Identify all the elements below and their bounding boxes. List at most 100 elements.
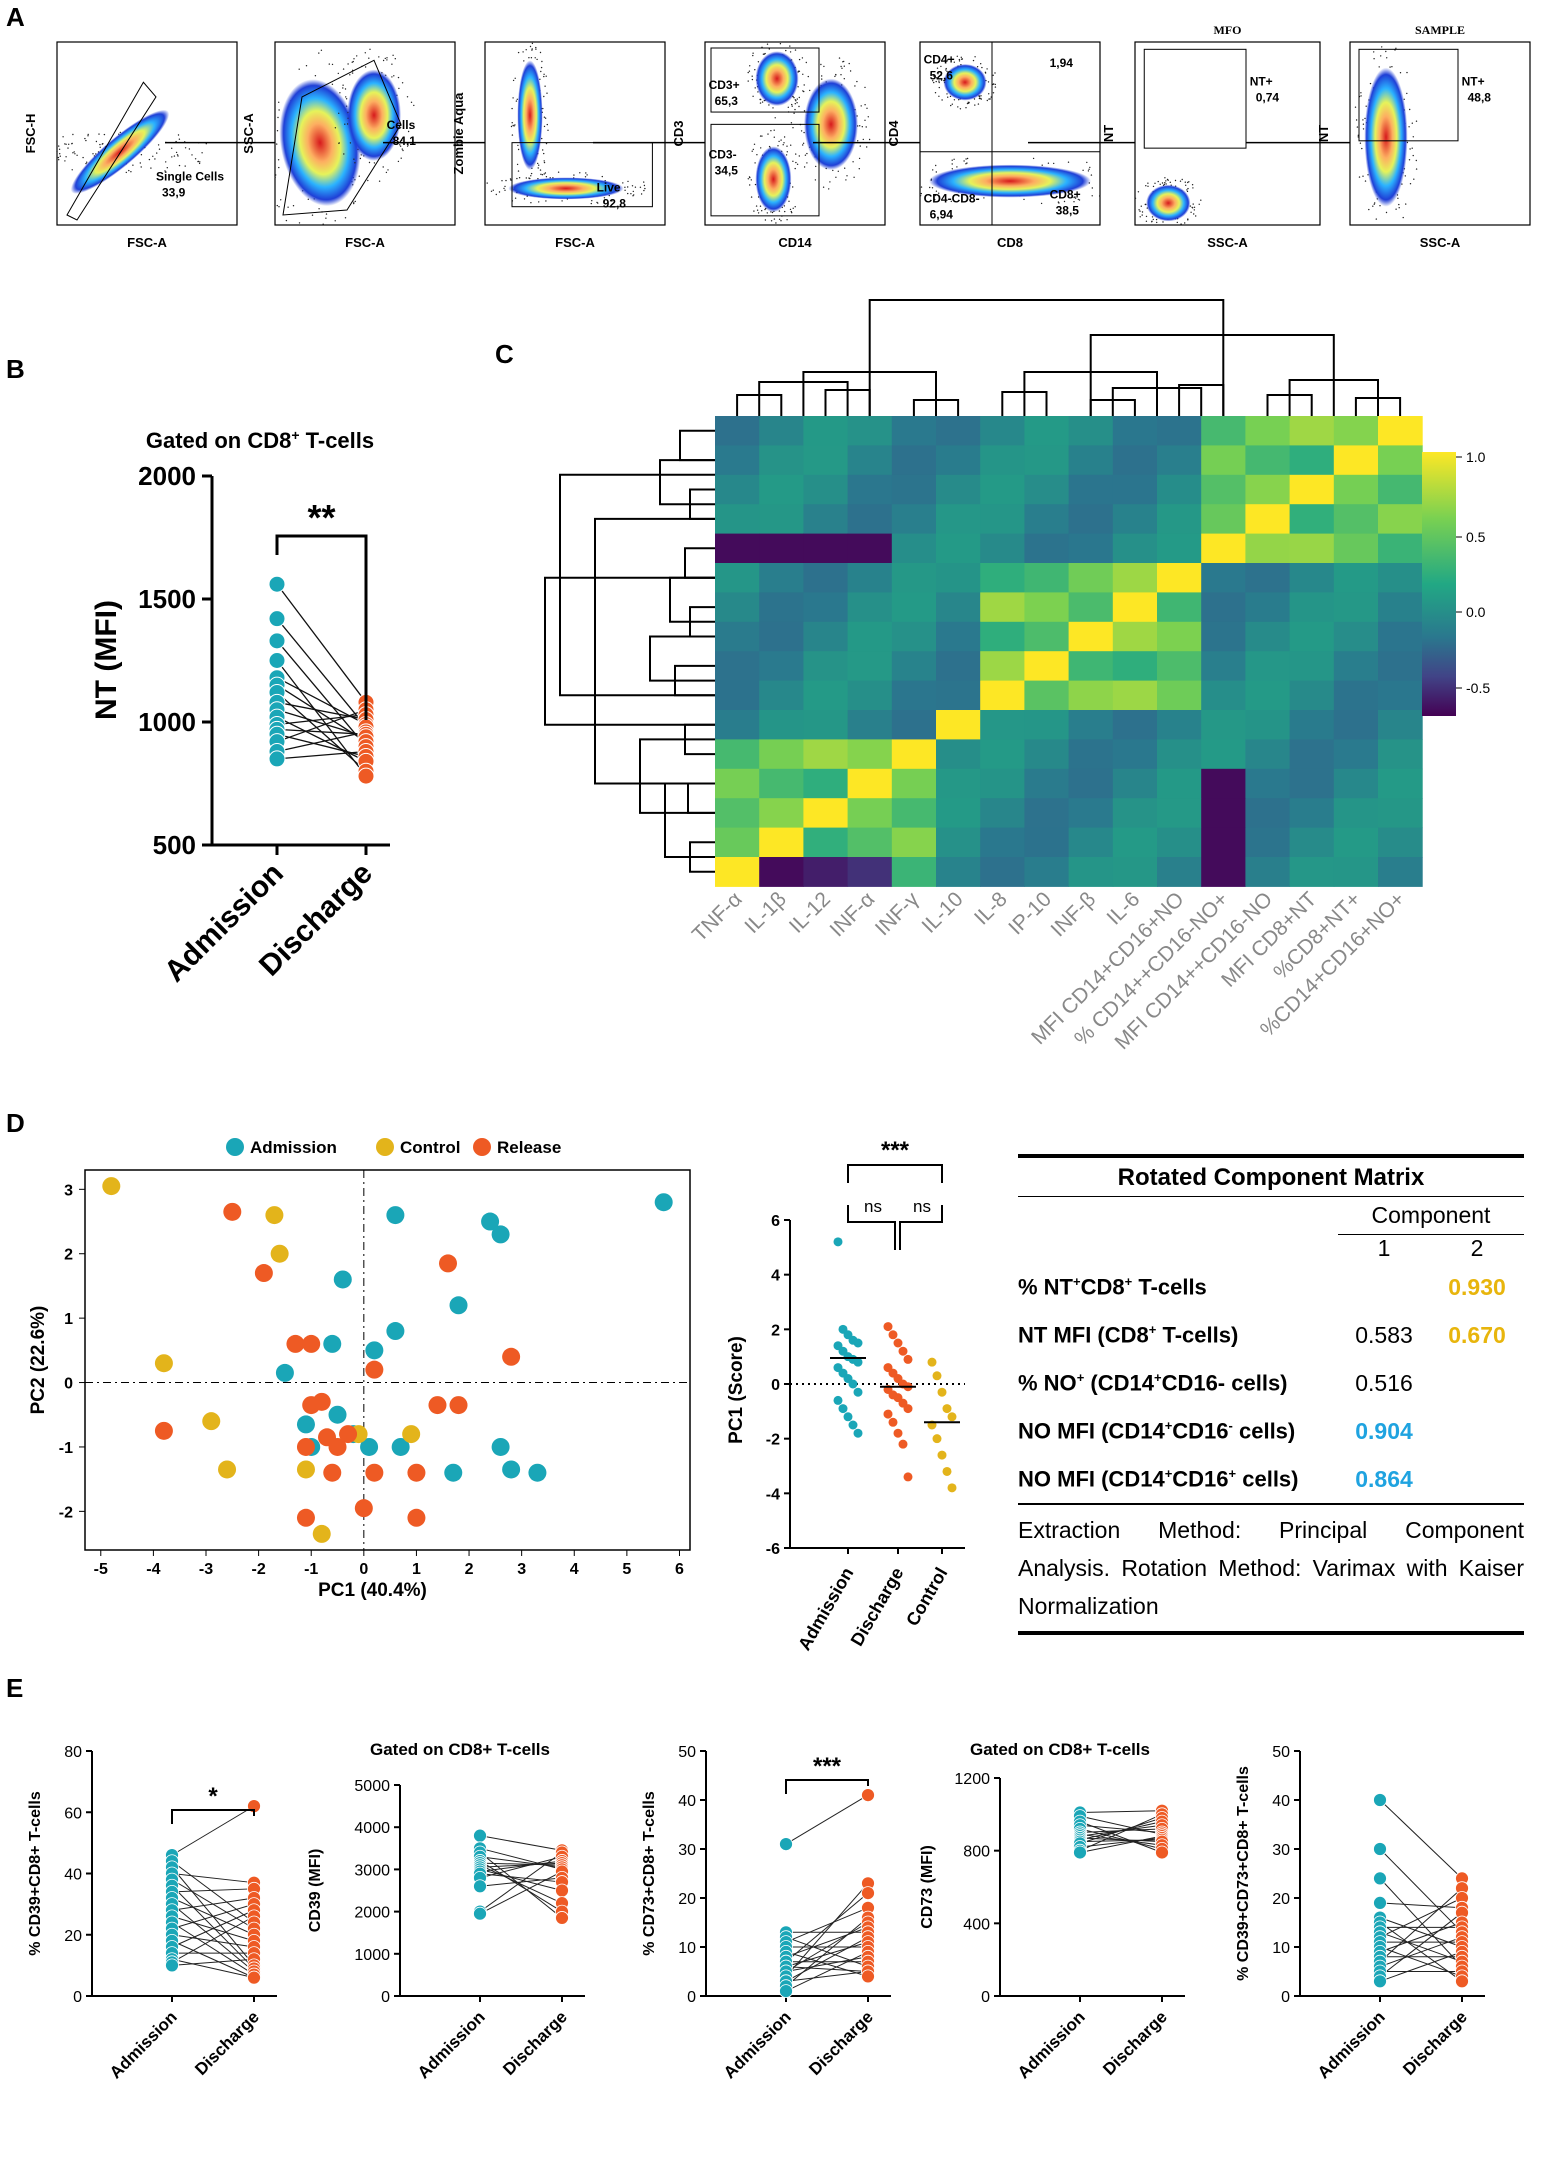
- event-dot: [860, 105, 862, 107]
- event-dot: [546, 123, 548, 126]
- pca-point-release: [407, 1508, 426, 1527]
- flow-x-label: CD8: [997, 235, 1023, 250]
- pca-point-control: [154, 1354, 173, 1373]
- heatmap-cell: [715, 827, 760, 858]
- heatmap-cell: [715, 533, 760, 564]
- event-dot: [1089, 166, 1091, 169]
- heatmap-cell: [1157, 563, 1202, 593]
- heatmap-cell: [1112, 798, 1158, 829]
- event-dot: [359, 157, 362, 160]
- event-dot: [384, 57, 386, 60]
- event-dot: [627, 186, 629, 188]
- y-tick-label: 1000: [138, 707, 196, 737]
- gate-value: 92,8: [603, 196, 627, 210]
- event-dot: [364, 52, 366, 54]
- pca-point-release: [407, 1463, 426, 1482]
- event-dot: [1169, 181, 1172, 183]
- panel-label-e: E: [6, 1673, 23, 1703]
- heatmap-col-label: INF-γ: [871, 887, 924, 940]
- event-dot: [56, 150, 58, 153]
- heatmap-cell: [715, 474, 760, 505]
- row-label: % NT+CD8+ T-cells: [1018, 1273, 1207, 1300]
- event-dot: [1138, 209, 1140, 211]
- event-dot: [512, 97, 514, 99]
- event-dot: [1139, 210, 1141, 212]
- event-dot: [1151, 216, 1154, 218]
- heatmap-cell: [1289, 739, 1335, 770]
- event-dot: [58, 159, 60, 161]
- event-dot: [759, 102, 762, 104]
- paired-line: [1079, 1837, 1163, 1848]
- sig-right: ns: [913, 1197, 931, 1216]
- event-dot: [1023, 198, 1025, 201]
- event-dot: [766, 212, 768, 214]
- event-dot: [201, 152, 203, 154]
- heatmap-cell: [1068, 651, 1114, 682]
- event-dot: [125, 171, 128, 174]
- colorbar-tick-label: 0.0: [1466, 604, 1486, 620]
- event-dot: [305, 65, 308, 67]
- heatmap-cell: [1157, 445, 1202, 476]
- x-tick-label: 3: [517, 1561, 526, 1578]
- heatmap-cell: [759, 768, 804, 799]
- heatmap-cell: [847, 798, 893, 829]
- event-dot: [1145, 185, 1147, 187]
- event-dot: [515, 100, 518, 102]
- event-dot: [1374, 202, 1376, 204]
- event-dot: [339, 92, 341, 94]
- event-dot: [1187, 187, 1189, 190]
- event-dot: [178, 138, 181, 140]
- heatmap-cell: [715, 798, 760, 829]
- pca-point-release: [339, 1425, 358, 1444]
- event-dot: [815, 165, 817, 168]
- heatmap-cell: [1068, 710, 1114, 740]
- flow-plot-3: FSC-A Zombie Aqua Live 92,8: [451, 41, 705, 250]
- event-dot: [843, 60, 845, 63]
- density-blob: [517, 60, 543, 171]
- event-dot: [325, 217, 327, 219]
- heatmap-cell: [1112, 768, 1158, 799]
- y-tick-label: 0: [73, 1989, 82, 2006]
- heatmap-cell: [1333, 504, 1379, 535]
- event-dot: [1184, 222, 1186, 224]
- heatmap-cell: [936, 768, 981, 799]
- event-dot: [1193, 206, 1196, 208]
- heatmap-cell: [1289, 504, 1335, 535]
- event-dot: [963, 160, 965, 162]
- heatmap-cell: [1157, 768, 1202, 799]
- x-tick-label: Discharge: [1099, 2007, 1171, 2079]
- table-row: NO MFI (CD14+CD16- cells) 0.904: [1018, 1407, 1524, 1455]
- x-tick-label: Discharge: [191, 2007, 263, 2079]
- paired-line: [276, 640, 367, 748]
- event-dot: [1139, 216, 1141, 218]
- event-dot: [965, 158, 967, 160]
- bracket-top: [847, 1164, 943, 1183]
- heatmap-cell: [1378, 621, 1423, 652]
- pca-point-control: [312, 1524, 331, 1543]
- gate-label: CD4-CD8-: [924, 191, 980, 205]
- col-1-header: 1: [1338, 1234, 1430, 1262]
- event-dot: [1098, 195, 1101, 197]
- event-dot: [1406, 92, 1408, 95]
- event-dot: [1074, 197, 1077, 199]
- event-dot: [951, 163, 953, 165]
- table-title: Rotated Component Matrix: [1018, 1154, 1524, 1197]
- event-dot: [503, 187, 505, 190]
- paired-line: [1079, 1837, 1163, 1843]
- event-dot: [512, 124, 514, 127]
- paired-line: [785, 1794, 869, 1845]
- panel-label-c: C: [495, 339, 514, 369]
- event-dot: [814, 179, 817, 181]
- event-dot: [803, 84, 805, 86]
- heatmap-cell: [891, 739, 937, 770]
- heatmap-cell: [1068, 621, 1114, 652]
- event-dot: [530, 57, 533, 59]
- heatmap-cell: [1378, 857, 1423, 887]
- event-dot: [940, 65, 942, 68]
- event-dot: [1176, 221, 1179, 224]
- admission-point: [268, 750, 286, 768]
- admission-point: [268, 575, 286, 593]
- event-dot: [1385, 211, 1388, 214]
- event-dot: [622, 182, 624, 184]
